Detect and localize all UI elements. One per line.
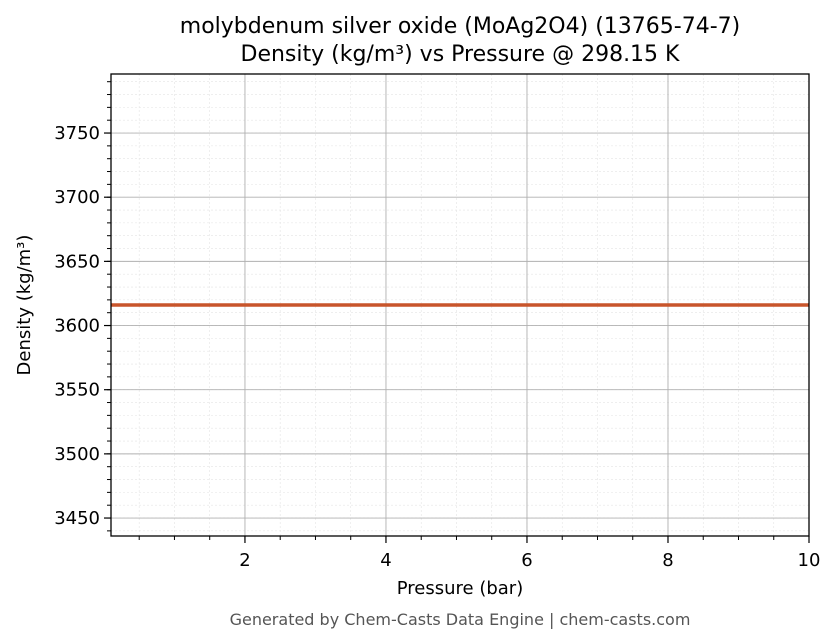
chart-subtitle: Density (kg/m³) vs Pressure @ 298.15 K: [241, 42, 681, 67]
plot-frame: [110, 73, 810, 537]
y-tick-labels: 3450 3500 3550 3600 3650 3700 3750: [54, 123, 100, 529]
y-tick-label: 3650: [54, 251, 100, 272]
y-tick-label: 3500: [54, 444, 100, 465]
x-tick-label: 8: [662, 550, 673, 571]
chart-title: molybdenum silver oxide (MoAg2O4) (13765…: [180, 14, 740, 39]
x-tick-label: 2: [239, 550, 250, 571]
y-tick-label: 3450: [54, 508, 100, 529]
x-tick-label: 4: [380, 550, 391, 571]
x-tick-labels: 2 4 6 8 10: [239, 550, 820, 571]
axis-ticks: [104, 81, 810, 543]
x-tick-label: 6: [521, 550, 532, 571]
y-tick-label: 3600: [54, 316, 100, 337]
y-tick-label: 3700: [54, 187, 100, 208]
y-tick-label: 3550: [54, 380, 100, 401]
y-axis-label: Density (kg/m³): [14, 235, 35, 376]
y-tick-label: 3750: [54, 123, 100, 144]
x-axis-label: Pressure (bar): [397, 578, 523, 599]
x-tick-label: 10: [798, 550, 821, 571]
footer-credit: Generated by Chem-Casts Data Engine | ch…: [230, 610, 691, 629]
